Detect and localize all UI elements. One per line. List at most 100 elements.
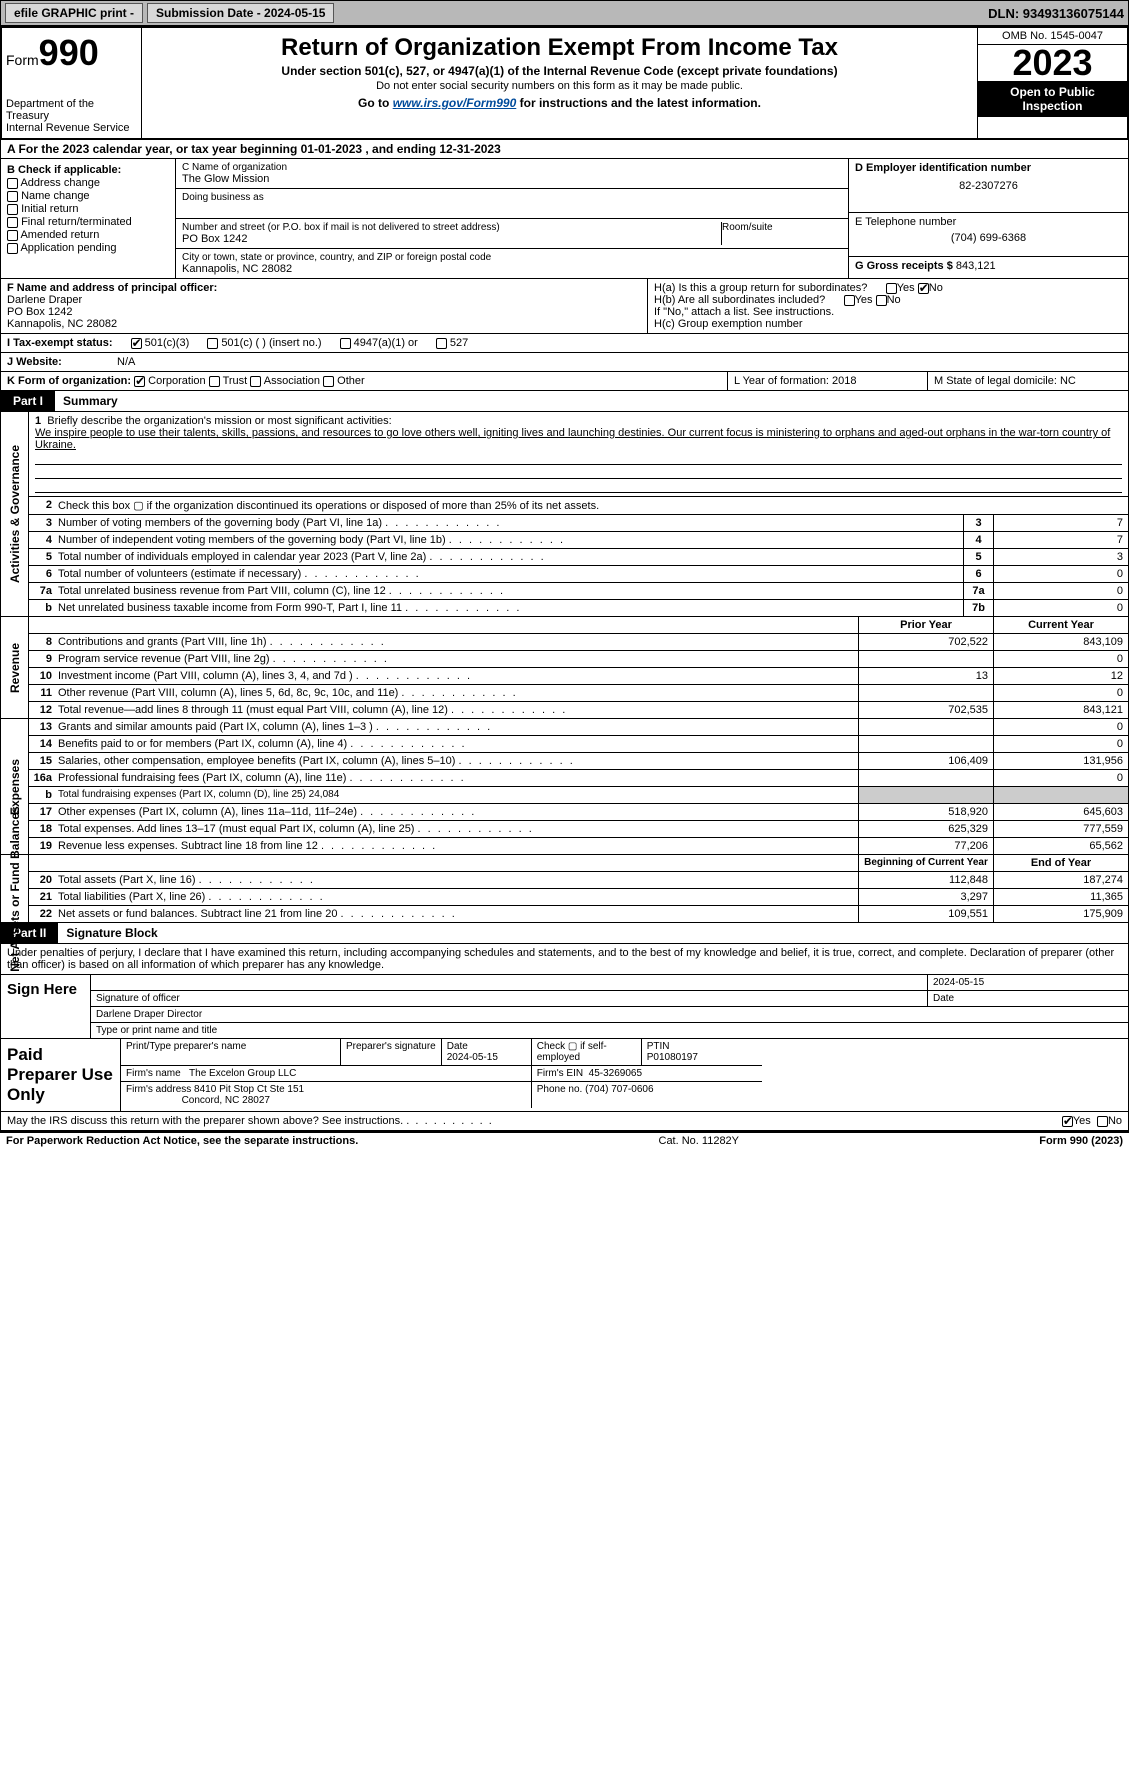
cb-name-change[interactable] [7, 191, 18, 202]
discuss-row: May the IRS discuss this return with the… [0, 1112, 1129, 1131]
self-emp: Check ▢ if self-employed [532, 1039, 642, 1065]
entity-grid: B Check if applicable: Address change Na… [0, 159, 1129, 279]
cb-discuss-yes[interactable] [1062, 1116, 1073, 1127]
phone-lbl: Phone no. [537, 1084, 583, 1095]
pdate: 2024-05-15 [447, 1052, 498, 1063]
j-lbl: J Website: [1, 353, 111, 371]
cb-4947[interactable] [340, 338, 351, 349]
cb-discuss-no[interactable] [1097, 1116, 1108, 1127]
row-f: F Name and address of principal officer:… [0, 279, 1129, 334]
website: N/A [111, 353, 141, 371]
sign-here-block: Sign Here 2024-05-15 Signature of office… [0, 975, 1129, 1039]
hc-text: H(c) Group exemption number [654, 318, 1122, 330]
hdr-prior: Prior Year [858, 617, 993, 633]
i-o3: 4947(a)(1) or [354, 337, 418, 349]
irs-link[interactable]: www.irs.gov/Form990 [393, 96, 517, 110]
dept-text: Department of the Treasury Internal Reve… [6, 98, 137, 134]
phone-val: (704) 707-0606 [585, 1084, 653, 1095]
org-name: The Glow Mission [182, 173, 842, 185]
city: Kannapolis, NC 28082 [182, 263, 842, 275]
firm-addr-lbl: Firm's address [126, 1084, 191, 1095]
type-lbl: Type or print name and title [91, 1023, 1128, 1038]
year-formation: L Year of formation: 2018 [728, 372, 928, 390]
cb-initial[interactable] [7, 204, 18, 215]
cb-final[interactable] [7, 217, 18, 228]
firm-name-lbl: Firm's name [126, 1068, 181, 1079]
cb-trust[interactable] [209, 376, 220, 387]
efile-print-button[interactable]: efile GRAPHIC print - [5, 3, 143, 23]
ein-lbl: D Employer identification number [855, 162, 1122, 174]
k-assoc: Association [264, 375, 320, 387]
data-line: 20Total assets (Part X, line 16) 112,848… [29, 872, 1128, 889]
ha-yes: Yes [897, 282, 915, 294]
cb-other[interactable] [323, 376, 334, 387]
cb-hb-yes[interactable] [844, 295, 855, 306]
data-line: 10Investment income (Part VIII, column (… [29, 668, 1128, 685]
data-line: 22Net assets or fund balances. Subtract … [29, 906, 1128, 922]
cb-pending[interactable] [7, 243, 18, 254]
opt-address: Address change [20, 177, 100, 189]
box-b: B Check if applicable: Address change Na… [1, 159, 176, 278]
firm-ein-lbl: Firm's EIN [537, 1068, 583, 1079]
topbar: efile GRAPHIC print - Submission Date - … [0, 0, 1129, 26]
cb-527[interactable] [436, 338, 447, 349]
row-j: J Website: N/A [0, 353, 1129, 372]
tax-year: 2023 [978, 45, 1127, 81]
mission-text: We inspire people to use their talents, … [35, 427, 1122, 451]
data-line: 14Benefits paid to or for members (Part … [29, 736, 1128, 753]
row-i: I Tax-exempt status: 501(c)(3) 501(c) ( … [0, 334, 1129, 353]
cb-ha-no[interactable] [918, 283, 929, 294]
opt-pending: Application pending [20, 242, 116, 254]
officer-city: Kannapolis, NC 28082 [7, 318, 641, 330]
city-lbl: City or town, state or province, country… [182, 252, 842, 263]
m-num: 1 [35, 415, 41, 427]
part2-title: Signature Block [58, 923, 165, 943]
sign-here-lbl: Sign Here [1, 975, 91, 1038]
cb-address-change[interactable] [7, 178, 18, 189]
cb-amended[interactable] [7, 230, 18, 241]
opt-final: Final return/terminated [21, 216, 132, 228]
vlabel-net: Net Assets or Fund Balances [8, 806, 22, 972]
cb-assoc[interactable] [250, 376, 261, 387]
hb-no: No [887, 294, 901, 306]
cb-hb-no[interactable] [876, 295, 887, 306]
data-line: 8Contributions and grants (Part VIII, li… [29, 634, 1128, 651]
opt-amended: Amended return [20, 229, 99, 241]
gov-line: 5Total number of individuals employed in… [29, 549, 1128, 566]
cb-501c[interactable] [207, 338, 218, 349]
hdr-beg: Beginning of Current Year [858, 855, 993, 871]
data-line: 21Total liabilities (Part X, line 26) 3,… [29, 889, 1128, 906]
ein: 82-2307276 [855, 180, 1122, 192]
gov-line: 7aTotal unrelated business revenue from … [29, 583, 1128, 600]
part1-header: Part I Summary [0, 391, 1129, 412]
street-lbl: Number and street (or P.O. box if mail i… [182, 222, 721, 233]
officer-name: Darlene Draper [7, 294, 641, 306]
gov-line: 3Number of voting members of the governi… [29, 515, 1128, 532]
data-line: 15Salaries, other compensation, employee… [29, 753, 1128, 770]
cb-corp[interactable] [134, 376, 145, 387]
firm-addr1: 8410 Pit Stop Ct Ste 151 [194, 1084, 304, 1095]
sig-officer-lbl: Signature of officer [91, 991, 928, 1006]
k-corp: Corporation [148, 375, 205, 387]
ssn-note: Do not enter social security numbers on … [146, 80, 973, 92]
data-line: 13Grants and similar amounts paid (Part … [29, 719, 1128, 736]
dba-lbl: Doing business as [182, 192, 842, 203]
cb-ha-yes[interactable] [886, 283, 897, 294]
officer-street: PO Box 1242 [7, 306, 641, 318]
pdate-lbl: Date [447, 1041, 468, 1052]
expenses-section: Expenses 13Grants and similar amounts pa… [0, 719, 1129, 855]
hb-text: H(b) Are all subordinates included? [654, 294, 825, 306]
form-number: 990 [39, 32, 99, 73]
cb-501c3[interactable] [131, 338, 142, 349]
box-b-title: B Check if applicable: [7, 164, 169, 176]
submission-date-button[interactable]: Submission Date - 2024-05-15 [147, 3, 334, 23]
form-subtitle: Under section 501(c), 527, or 4947(a)(1)… [146, 64, 973, 78]
footer-mid: Cat. No. 11282Y [659, 1135, 740, 1147]
hb-yes: Yes [855, 294, 873, 306]
hdr-current: Current Year [993, 617, 1128, 633]
discuss-no: No [1108, 1115, 1122, 1127]
revenue-section: Revenue Prior YearCurrent Year 8Contribu… [0, 617, 1129, 719]
print-lbl: Print/Type preparer's name [121, 1039, 341, 1065]
dln-text: DLN: 93493136075144 [988, 6, 1124, 21]
data-line: 18Total expenses. Add lines 13–17 (must … [29, 821, 1128, 838]
